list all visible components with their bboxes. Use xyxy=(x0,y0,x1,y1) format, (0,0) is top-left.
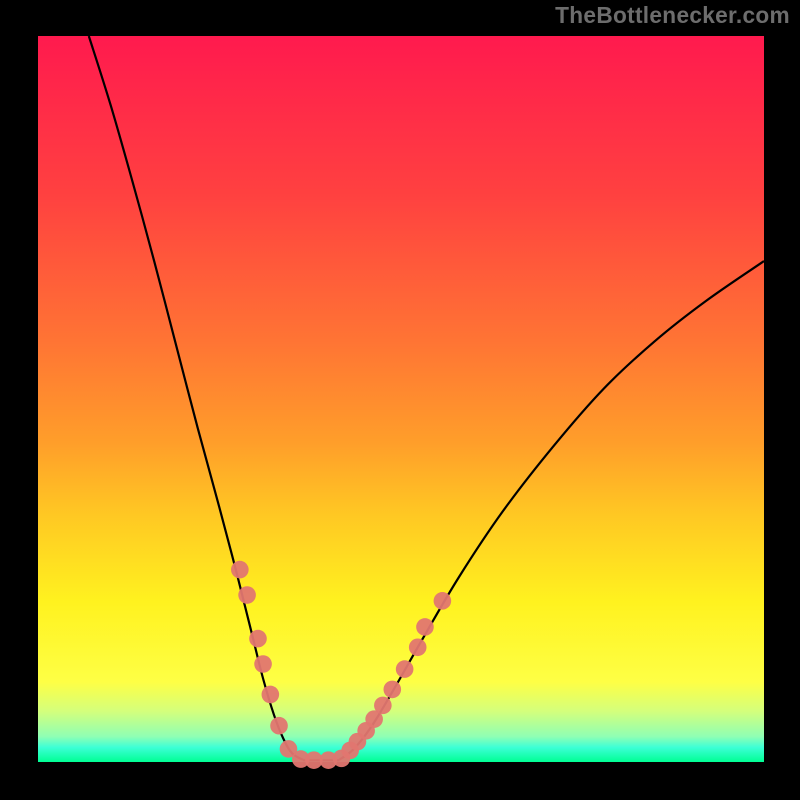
marker-dot xyxy=(231,561,249,579)
marker-dot xyxy=(383,681,401,699)
marker-dots-group xyxy=(231,561,451,769)
marker-dot xyxy=(374,697,392,715)
marker-dot xyxy=(409,638,427,656)
marker-dot xyxy=(396,660,414,678)
marker-dot xyxy=(249,630,267,648)
watermark-text: TheBottlenecker.com xyxy=(555,2,790,29)
marker-dot xyxy=(434,592,452,610)
marker-dot xyxy=(270,717,288,735)
marker-dot xyxy=(254,655,272,673)
marker-dot xyxy=(416,618,434,636)
plot-area xyxy=(38,36,764,762)
marker-dot xyxy=(238,586,256,604)
marker-dot xyxy=(262,686,280,704)
chart-frame: TheBottlenecker.com xyxy=(0,0,800,800)
curve-right-branch xyxy=(339,261,764,760)
curve-left-branch xyxy=(89,36,303,760)
bottleneck-curve-svg xyxy=(38,36,764,762)
